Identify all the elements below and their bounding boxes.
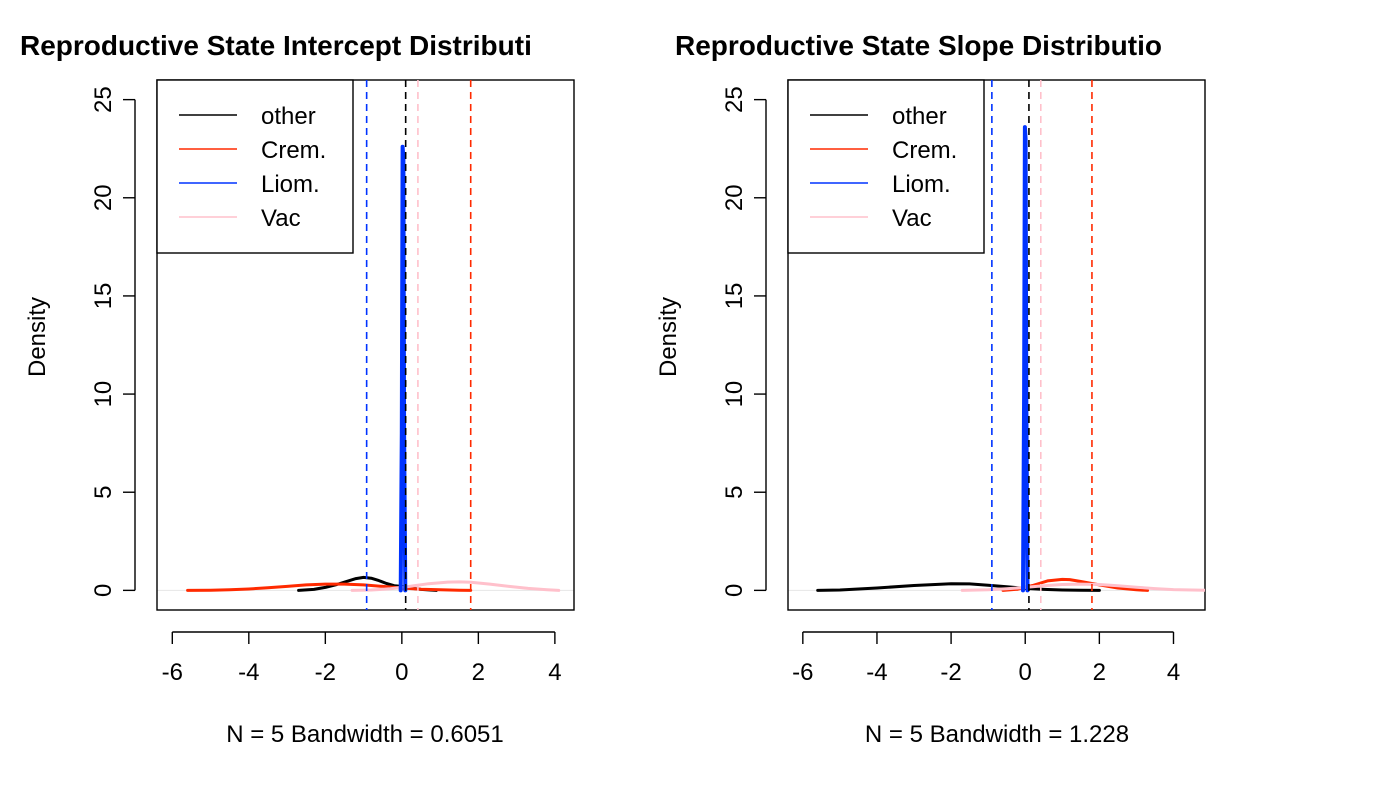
y-tick-label: 5: [721, 486, 748, 499]
y-tick-label: 20: [90, 184, 117, 211]
series-line-liom: [1021, 125, 1030, 593]
series-line-other: [816, 582, 1101, 592]
y-tick-label: 15: [90, 283, 117, 310]
y-axis-label: Density: [24, 297, 51, 377]
legend-label: Crem.: [892, 137, 957, 164]
series-line-crem: [186, 582, 473, 592]
x-axis-label: N = 5 Bandwidth = 0.6051: [226, 721, 504, 748]
y-tick-label: 5: [90, 486, 117, 499]
y-tick-label: 10: [721, 381, 748, 408]
x-tick-label: -2: [940, 659, 961, 686]
chart-title: Reproductive State Slope Distributio: [675, 30, 1162, 61]
x-tick-label: 4: [548, 659, 561, 686]
y-tick-label: 15: [721, 283, 748, 310]
y-axis-label: Density: [655, 297, 682, 377]
plot-area: [816, 80, 1205, 610]
plot-area: [186, 80, 561, 610]
legend-box: [787, 79, 985, 254]
legend-box: [156, 79, 354, 254]
plot-frame: [787, 79, 1206, 611]
legend-label: Crem.: [261, 137, 326, 164]
chart-panel-2: Reproductive State Slope Distributio -6 -4…: [655, 30, 1206, 748]
x-tick-label: 2: [1093, 659, 1106, 686]
y-tick-label: 0: [721, 584, 748, 597]
chart-panel-1: Reproductive State Intercept Distributi -…: [20, 30, 575, 748]
legend: other Crem. Liom. Vac: [787, 79, 985, 254]
legend: other Crem. Liom. Vac: [156, 79, 354, 254]
series-line-liom: [398, 144, 408, 593]
legend-label: Vac: [261, 205, 301, 232]
x-tick-label: 0: [1019, 659, 1032, 686]
y-tick-label: 0: [90, 584, 117, 597]
x-tick-label: -2: [315, 659, 336, 686]
x-tick-label: -4: [238, 659, 259, 686]
y-tick-label: 20: [721, 184, 748, 211]
series-line-vac: [960, 582, 1205, 592]
y-tick-label: 10: [90, 381, 117, 408]
x-tick-label: 2: [472, 659, 485, 686]
legend-label: Liom.: [261, 171, 320, 198]
x-tick-label: 4: [1167, 659, 1180, 686]
x-tick-label: -4: [866, 659, 887, 686]
legend-label: Vac: [892, 205, 932, 232]
y-tick-label: 25: [90, 86, 117, 113]
y-tick-label: 25: [721, 86, 748, 113]
legend-label: other: [261, 103, 316, 130]
legend-label: other: [892, 103, 947, 130]
plot-frame: [156, 79, 575, 611]
x-tick-label: 0: [395, 659, 408, 686]
chart-title: Reproductive State Intercept Distributi: [20, 30, 532, 61]
x-tick-label: -6: [792, 659, 813, 686]
x-axis-label: N = 5 Bandwidth = 1.228: [865, 721, 1129, 748]
series-line-vac: [350, 580, 561, 592]
x-tick-label: -6: [162, 659, 183, 686]
legend-label: Liom.: [892, 171, 951, 198]
